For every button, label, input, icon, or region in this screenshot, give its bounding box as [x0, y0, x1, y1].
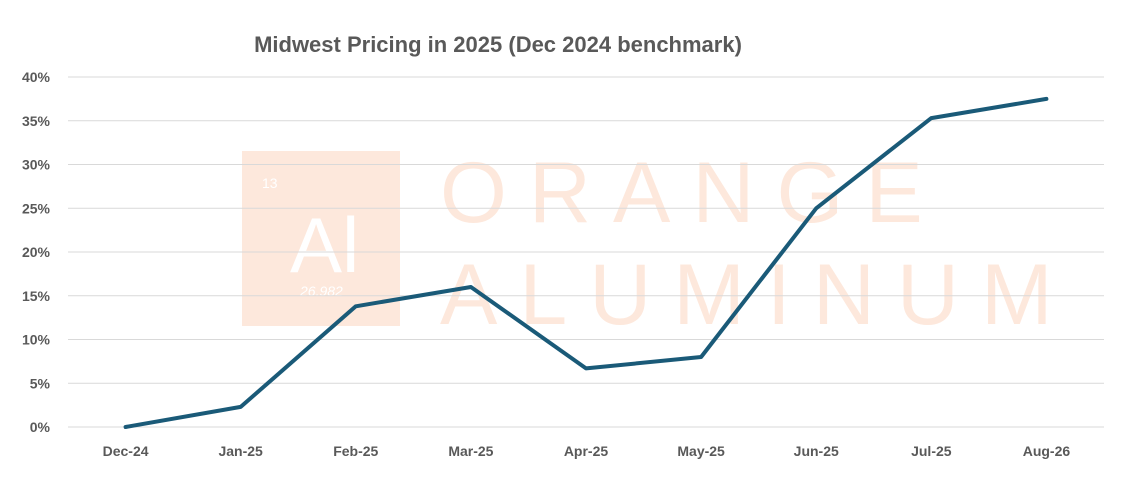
chart-title: Midwest Pricing in 2025 (Dec 2024 benchm… [254, 32, 742, 57]
y-tick-label: 0% [30, 419, 51, 435]
data-point [1045, 98, 1047, 100]
data-point [240, 406, 242, 408]
series-layer [123, 96, 1049, 429]
watermark-symbol: Al [290, 201, 359, 289]
x-axis-ticks: Dec-24 Jan-25 Feb-25 Mar-25 Apr-25 May-25 Jun-… [103, 443, 1071, 459]
watermark-atomic-mass: 26.982 [299, 283, 343, 299]
data-point [470, 286, 472, 288]
y-tick-label: 25% [22, 200, 51, 216]
x-tick-label: Jun-25 [794, 443, 839, 459]
watermark-atomic-number: 13 [262, 175, 278, 191]
x-tick-label: Mar-25 [448, 443, 493, 459]
y-tick-label: 20% [22, 244, 51, 260]
x-tick-label: Dec-24 [103, 443, 149, 459]
x-tick-label: Feb-25 [333, 443, 378, 459]
data-point [700, 356, 702, 358]
y-tick-label: 15% [22, 288, 51, 304]
data-point [585, 367, 587, 369]
y-axis-ticks: 0% 5% 10% 15% 20% 25% 30% 35% 40% [22, 69, 51, 435]
y-tick-label: 5% [30, 375, 51, 391]
y-tick-label: 40% [22, 69, 51, 85]
y-tick-label: 10% [22, 332, 51, 348]
data-point [930, 117, 932, 119]
x-tick-label: Aug-26 [1023, 443, 1071, 459]
x-tick-label: May-25 [677, 443, 725, 459]
x-tick-label: Jul-25 [911, 443, 952, 459]
watermark-text-orange: ORANGE [440, 145, 945, 241]
y-tick-label: 35% [22, 113, 51, 129]
orange-aluminum-watermark: 13 Al 26.982 ORANGE ALUMINUM [242, 145, 1075, 343]
x-tick-label: Jan-25 [218, 443, 263, 459]
data-point [815, 207, 817, 209]
data-point [125, 426, 127, 428]
element-tile [242, 151, 400, 326]
watermark-text-aluminum: ALUMINUM [440, 247, 1075, 343]
gridlines [68, 76, 1104, 428]
x-tick-label: Apr-25 [564, 443, 609, 459]
data-point [355, 305, 357, 307]
y-tick-label: 30% [22, 157, 51, 173]
